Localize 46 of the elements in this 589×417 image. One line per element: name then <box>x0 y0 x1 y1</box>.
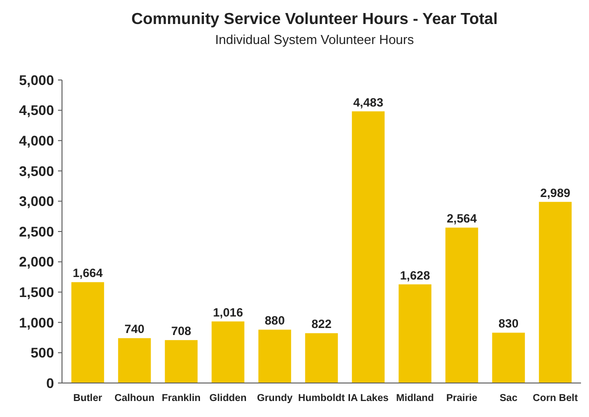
bar <box>258 330 292 383</box>
data-label: 2,989 <box>540 186 571 200</box>
data-label: 708 <box>171 324 192 338</box>
x-tick-label: IA Lakes <box>348 393 390 404</box>
bar <box>492 332 525 383</box>
data-label: 1,664 <box>72 266 104 280</box>
x-tick-label: Glidden <box>209 393 247 404</box>
data-label: 830 <box>498 316 519 331</box>
bar <box>445 228 478 383</box>
bar <box>164 340 198 383</box>
y-tick-label: 5,000 <box>18 72 54 88</box>
bar <box>71 282 104 383</box>
bar <box>398 284 432 383</box>
bar <box>538 202 572 383</box>
x-tick-label: Midland <box>396 393 434 404</box>
bar <box>118 338 151 383</box>
chart-title: Community Service Volunteer Hours - Year Total <box>131 11 498 28</box>
y-tick-label: 500 <box>30 344 54 361</box>
bar <box>212 321 244 383</box>
data-label: 740 <box>124 322 145 336</box>
data-label: 880 <box>264 314 286 328</box>
x-tick-label: Corn Belt <box>532 393 578 404</box>
data-label: 1,628 <box>400 268 430 282</box>
x-tick-label: Grundy <box>256 393 293 404</box>
y-tick-label: 3,500 <box>18 162 54 179</box>
x-tick-label: Calhoun <box>114 393 154 404</box>
chart-subtitle: Individual System Volunteer Hours <box>215 32 414 47</box>
y-tick-label: 2,500 <box>18 223 54 240</box>
x-tick-label: Franklin <box>162 393 201 404</box>
x-tick-label: Prairie <box>446 393 478 404</box>
y-tick-label: 2,000 <box>18 254 54 270</box>
bar <box>352 111 385 383</box>
x-tick-label: Butler <box>73 393 102 404</box>
data-label: 2,564 <box>446 212 478 226</box>
y-tick-label: 4,000 <box>18 132 54 148</box>
y-tick-label: 1,000 <box>18 314 54 330</box>
y-tick-label: 3,000 <box>18 193 54 210</box>
data-label: 822 <box>311 317 332 332</box>
y-tick-label: 4,500 <box>18 102 54 118</box>
data-label: 1,016 <box>212 305 244 320</box>
data-label: 4,483 <box>353 95 384 110</box>
y-tick-label: 0 <box>46 374 54 391</box>
bar <box>305 333 338 383</box>
y-tick-label: 1,500 <box>18 284 54 300</box>
x-tick-label: Sac <box>500 393 518 404</box>
x-tick-label: Humboldt <box>298 393 346 404</box>
